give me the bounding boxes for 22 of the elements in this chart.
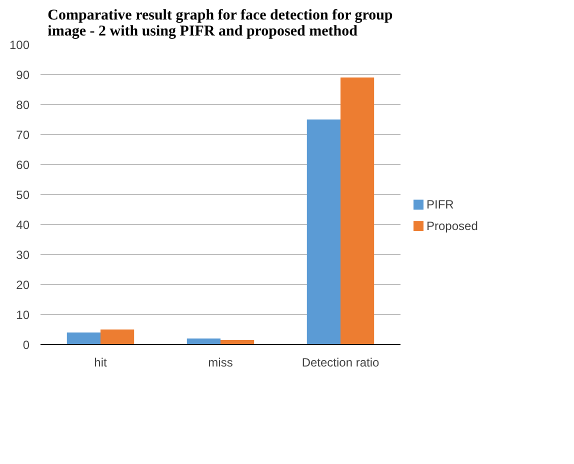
bar: [66, 332, 100, 344]
bar: [186, 338, 220, 344]
bar: [100, 330, 134, 344]
y-tick-label: 100: [9, 38, 30, 52]
y-tick-label: 20: [16, 278, 30, 292]
legend-label: Proposed: [426, 219, 478, 234]
y-tick-label: 50: [16, 188, 30, 202]
bar: [306, 120, 340, 344]
y-tick-label: 60: [16, 158, 30, 172]
y-tick-label: 80: [16, 98, 30, 112]
x-tick-label: hit: [94, 356, 108, 370]
y-tick-label: 0: [22, 338, 30, 352]
legend-label: PIFR: [426, 198, 454, 212]
bar: [340, 78, 374, 344]
x-tick-label: Detection ratio: [302, 356, 380, 370]
y-tick-label: 70: [16, 128, 30, 142]
y-tick-label: 30: [16, 248, 30, 262]
y-tick-label: 40: [16, 218, 30, 232]
y-tick-label: 90: [16, 68, 30, 82]
chart-title: Comparative result graph for face detection for group image - 2 with using PIFR and proposed method: [48, 8, 393, 40]
y-tick-label: 10: [16, 308, 30, 322]
x-tick-label: miss: [208, 356, 233, 370]
